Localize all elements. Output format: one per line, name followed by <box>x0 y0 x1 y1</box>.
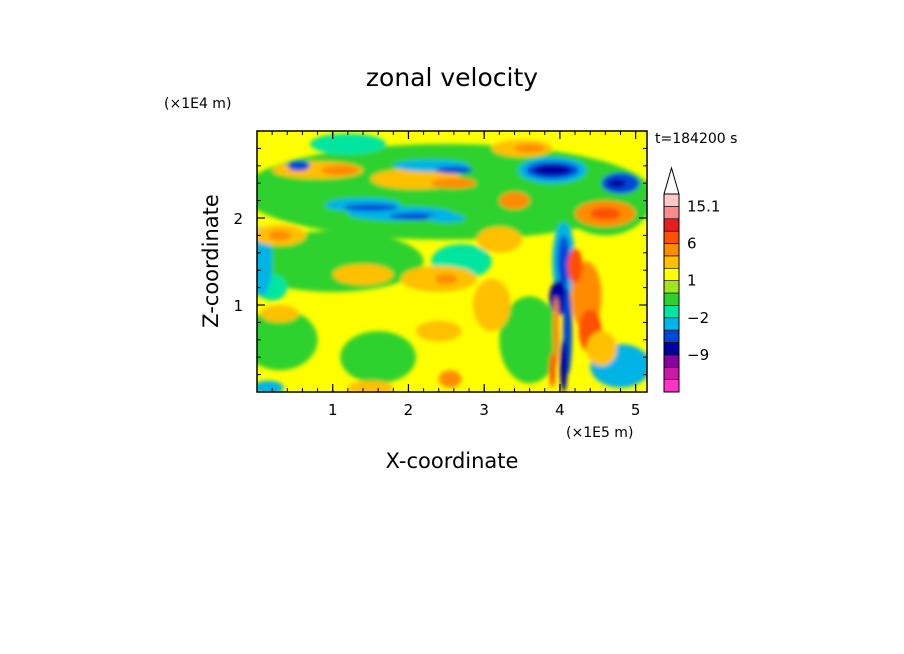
contour-blob <box>260 305 299 323</box>
contour-blob <box>567 248 583 284</box>
colorbar-overflow-arrow <box>663 166 680 195</box>
contour-blob <box>549 352 556 388</box>
contour-blob <box>514 144 545 153</box>
contour-blob <box>549 280 568 316</box>
contour-blob <box>533 164 572 176</box>
y-tick-label: 2 <box>233 210 243 228</box>
contour-blob <box>476 226 523 253</box>
colorbar-segment <box>663 280 680 294</box>
y-tick-label: 1 <box>233 297 243 315</box>
colorbar-segment <box>663 342 680 356</box>
contour-blob <box>607 178 626 188</box>
contour-blob <box>431 177 477 189</box>
time-label: t=184200 s <box>655 131 737 147</box>
colorbar-segment <box>663 206 680 220</box>
contour-field <box>257 131 647 392</box>
colorbar: 15.1 6 1 −2 −9 <box>663 166 720 393</box>
contour-blob <box>257 309 318 371</box>
colorbar-segment <box>663 366 680 380</box>
colorbar-frame <box>663 193 680 393</box>
contour-blob <box>287 160 311 172</box>
colorbar-label: 1 <box>687 272 697 290</box>
x-scale-label: (×1E5 m) <box>566 425 633 441</box>
contour-blob <box>438 370 462 388</box>
contour-blob <box>557 235 570 288</box>
contour-blob <box>347 380 394 392</box>
x-axis-title: X-coordinate <box>386 449 519 473</box>
contour-blob <box>257 380 284 392</box>
contour-blob <box>499 296 560 384</box>
chart-title: zonal velocity <box>366 63 538 92</box>
colorbar-segment <box>663 230 680 244</box>
contour-blob <box>499 191 530 210</box>
contour-blob <box>340 331 417 384</box>
colorbar-label: −2 <box>687 309 709 327</box>
colorbar-segment <box>663 218 680 232</box>
colorbar-segment <box>663 305 680 319</box>
contour-blob <box>434 273 458 285</box>
contour-blob <box>416 320 462 342</box>
y-axis-title: Z-coordinate <box>199 194 223 328</box>
contour-blob <box>344 204 398 212</box>
x-tick-label: 2 <box>404 401 414 419</box>
contour-blob <box>590 207 621 220</box>
colorbar-label: 15.1 <box>687 197 720 215</box>
contour-blob <box>559 339 568 392</box>
colorbar-label: 6 <box>687 235 697 253</box>
x-tick-label: 5 <box>631 401 641 419</box>
contour-blob <box>427 213 466 223</box>
colorbar-segment <box>663 292 680 306</box>
contour-blob <box>332 264 394 285</box>
y-scale-label: (×1E4 m) <box>164 96 231 112</box>
colorbar-segment <box>663 317 680 331</box>
axis-ticks: 1 2 3 4 5 1 2 <box>233 131 647 419</box>
contour-blob <box>553 296 560 366</box>
contour-blob <box>472 278 511 332</box>
x-tick-label: 3 <box>479 401 489 419</box>
colorbar-segment <box>663 255 680 269</box>
x-tick-label: 1 <box>328 401 338 419</box>
contour-blob <box>321 164 360 176</box>
contour-blob <box>268 230 292 241</box>
colorbar-segment <box>663 193 680 207</box>
contour-blob <box>434 166 473 174</box>
colorbar-segment <box>663 379 680 393</box>
x-tick-label: 4 <box>555 401 565 419</box>
colorbar-segment <box>663 267 680 281</box>
contour-blob <box>310 133 386 155</box>
contour-blobs <box>257 133 647 392</box>
colorbar-segment <box>663 243 680 257</box>
colorbar-segment <box>663 354 680 368</box>
contour-blob <box>586 331 617 366</box>
colorbar-label: −9 <box>687 346 709 364</box>
colorbar-segment <box>663 329 680 343</box>
plot-frame <box>256 130 648 393</box>
